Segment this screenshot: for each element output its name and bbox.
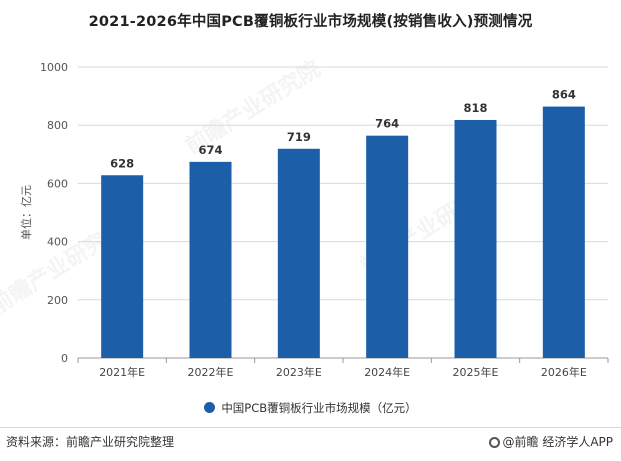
y-tick-label: 400 <box>47 236 68 249</box>
data-label: 674 <box>198 143 222 157</box>
x-tick-label: 2026年E <box>541 365 587 379</box>
y-axis-label: 单位：亿元 <box>19 185 33 240</box>
footer-divider <box>0 427 621 428</box>
legend: 中国PCB覆铜板行业市场规模（亿元） <box>0 400 621 416</box>
chart-title: 2021-2026年中国PCB覆铜板行业市场规模(按销售收入)预测情况 <box>88 14 533 30</box>
data-label: 628 <box>110 156 134 170</box>
bar-chart: 0 200 400 600 800 1000 单位：亿元 628 2021年E 674 2022年E… <box>19 61 609 379</box>
x-tick-label: 2025年E <box>453 365 499 379</box>
bar <box>189 161 232 358</box>
legend-label: 中国PCB覆铜板行业市场规模（亿元） <box>221 401 417 415</box>
data-label: 764 <box>375 117 399 131</box>
y-tick-label: 0 <box>61 352 68 365</box>
data-label: 864 <box>552 88 576 102</box>
y-tick-label: 200 <box>47 294 68 307</box>
x-tick-label: 2023年E <box>276 365 322 379</box>
x-tick-label: 2022年E <box>188 365 234 379</box>
legend-marker <box>204 402 216 413</box>
x-tick-label: 2021年E <box>99 365 145 379</box>
bar <box>542 106 585 359</box>
y-tick-label: 1000 <box>40 61 68 74</box>
data-label: 818 <box>463 101 487 115</box>
bar <box>101 175 144 358</box>
bar <box>454 119 497 358</box>
source-note: 资料来源：前瞻产业研究院整理 <box>6 435 175 449</box>
brand-label: @前瞻 经济学人APP <box>502 435 614 449</box>
x-tick-label: 2024年E <box>364 365 410 379</box>
brand-logo-icon <box>488 437 500 448</box>
bar <box>277 148 320 358</box>
y-tick-label: 600 <box>47 177 68 190</box>
brand-credit: @前瞻 经济学人APP <box>488 433 614 450</box>
data-label: 719 <box>287 130 311 144</box>
y-tick-label: 800 <box>47 119 68 132</box>
bar <box>366 135 409 358</box>
